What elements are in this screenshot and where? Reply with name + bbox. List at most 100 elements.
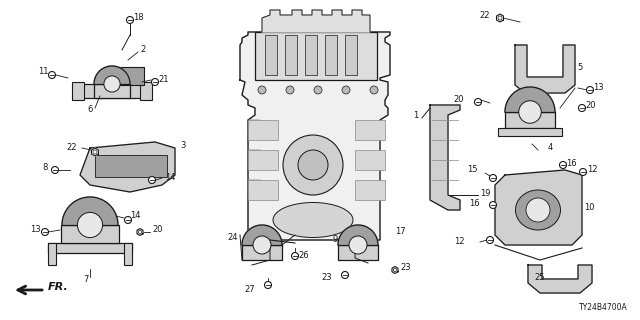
Text: 1: 1 [413, 111, 418, 121]
Text: 16: 16 [566, 158, 577, 167]
Circle shape [264, 282, 271, 289]
Bar [248, 150, 278, 170]
Polygon shape [392, 267, 398, 274]
Bar [116, 67, 144, 85]
Text: 22: 22 [479, 11, 490, 20]
Polygon shape [137, 228, 143, 236]
Circle shape [519, 101, 541, 123]
Text: FR.: FR. [48, 282, 68, 292]
Polygon shape [240, 32, 390, 240]
Circle shape [579, 169, 586, 175]
Text: 10: 10 [584, 204, 595, 212]
Circle shape [579, 105, 586, 111]
Text: 14: 14 [130, 212, 141, 220]
Bar [95, 155, 167, 177]
Bar [248, 180, 278, 200]
Text: 15: 15 [467, 165, 478, 174]
Circle shape [298, 150, 328, 180]
Text: 20: 20 [454, 95, 464, 105]
Bar [265, 35, 277, 75]
Circle shape [152, 78, 159, 85]
Bar [80, 84, 144, 98]
Circle shape [586, 86, 593, 93]
Bar [345, 35, 357, 75]
Circle shape [283, 135, 343, 195]
Text: 18: 18 [133, 13, 143, 22]
Polygon shape [92, 148, 99, 156]
Bar [140, 82, 152, 100]
Circle shape [51, 166, 58, 173]
Bar [248, 120, 278, 140]
Polygon shape [62, 197, 118, 225]
Circle shape [253, 236, 271, 254]
Circle shape [104, 76, 120, 92]
Circle shape [526, 198, 550, 222]
Circle shape [370, 86, 378, 94]
Polygon shape [528, 265, 592, 293]
Circle shape [349, 236, 367, 254]
Circle shape [49, 71, 56, 78]
Text: 21: 21 [158, 76, 168, 84]
Text: 4: 4 [548, 143, 553, 153]
Text: 20: 20 [152, 226, 163, 235]
Bar [255, 32, 377, 80]
Circle shape [93, 150, 97, 154]
Circle shape [393, 268, 397, 272]
Ellipse shape [273, 203, 353, 237]
Bar [285, 35, 297, 75]
Bar [94, 84, 130, 98]
Circle shape [559, 162, 566, 169]
Text: 14: 14 [165, 172, 175, 181]
Circle shape [490, 174, 497, 181]
Polygon shape [497, 14, 504, 22]
Polygon shape [505, 87, 555, 112]
Polygon shape [242, 225, 282, 245]
Polygon shape [515, 45, 575, 93]
Circle shape [498, 16, 502, 20]
Polygon shape [495, 170, 582, 245]
Text: 26: 26 [298, 251, 308, 260]
Text: 23: 23 [400, 263, 411, 273]
Bar [498, 128, 562, 136]
Circle shape [291, 252, 298, 260]
Bar [505, 112, 555, 128]
Polygon shape [94, 66, 130, 84]
Text: 13: 13 [593, 84, 604, 92]
Circle shape [474, 99, 481, 106]
Text: 3: 3 [180, 140, 186, 149]
Text: 17: 17 [395, 228, 406, 236]
Polygon shape [262, 10, 370, 32]
Bar [242, 245, 282, 260]
Polygon shape [80, 142, 175, 192]
Circle shape [148, 177, 156, 183]
Text: 24: 24 [227, 234, 238, 243]
Text: 9: 9 [333, 236, 338, 244]
Bar [72, 82, 84, 100]
Circle shape [77, 212, 102, 237]
Bar [48, 243, 132, 253]
Circle shape [286, 86, 294, 94]
Text: 19: 19 [480, 188, 490, 197]
Circle shape [314, 86, 322, 94]
Bar [355, 150, 385, 170]
Bar [48, 243, 56, 265]
Polygon shape [338, 225, 378, 245]
Text: 12: 12 [587, 165, 598, 174]
Bar [325, 35, 337, 75]
Text: 2: 2 [140, 45, 145, 54]
Text: 13: 13 [30, 226, 40, 235]
Text: 25: 25 [534, 274, 545, 283]
Text: 22: 22 [66, 142, 77, 151]
Text: 20: 20 [585, 101, 595, 110]
Circle shape [138, 230, 141, 234]
Text: 7: 7 [83, 276, 89, 284]
Circle shape [42, 228, 49, 236]
Text: 11: 11 [38, 68, 49, 76]
Circle shape [342, 86, 350, 94]
Text: 23: 23 [321, 274, 332, 283]
Text: 16: 16 [469, 198, 480, 207]
Polygon shape [430, 105, 460, 210]
Text: 27: 27 [244, 285, 255, 294]
Circle shape [486, 236, 493, 244]
Circle shape [342, 271, 349, 278]
